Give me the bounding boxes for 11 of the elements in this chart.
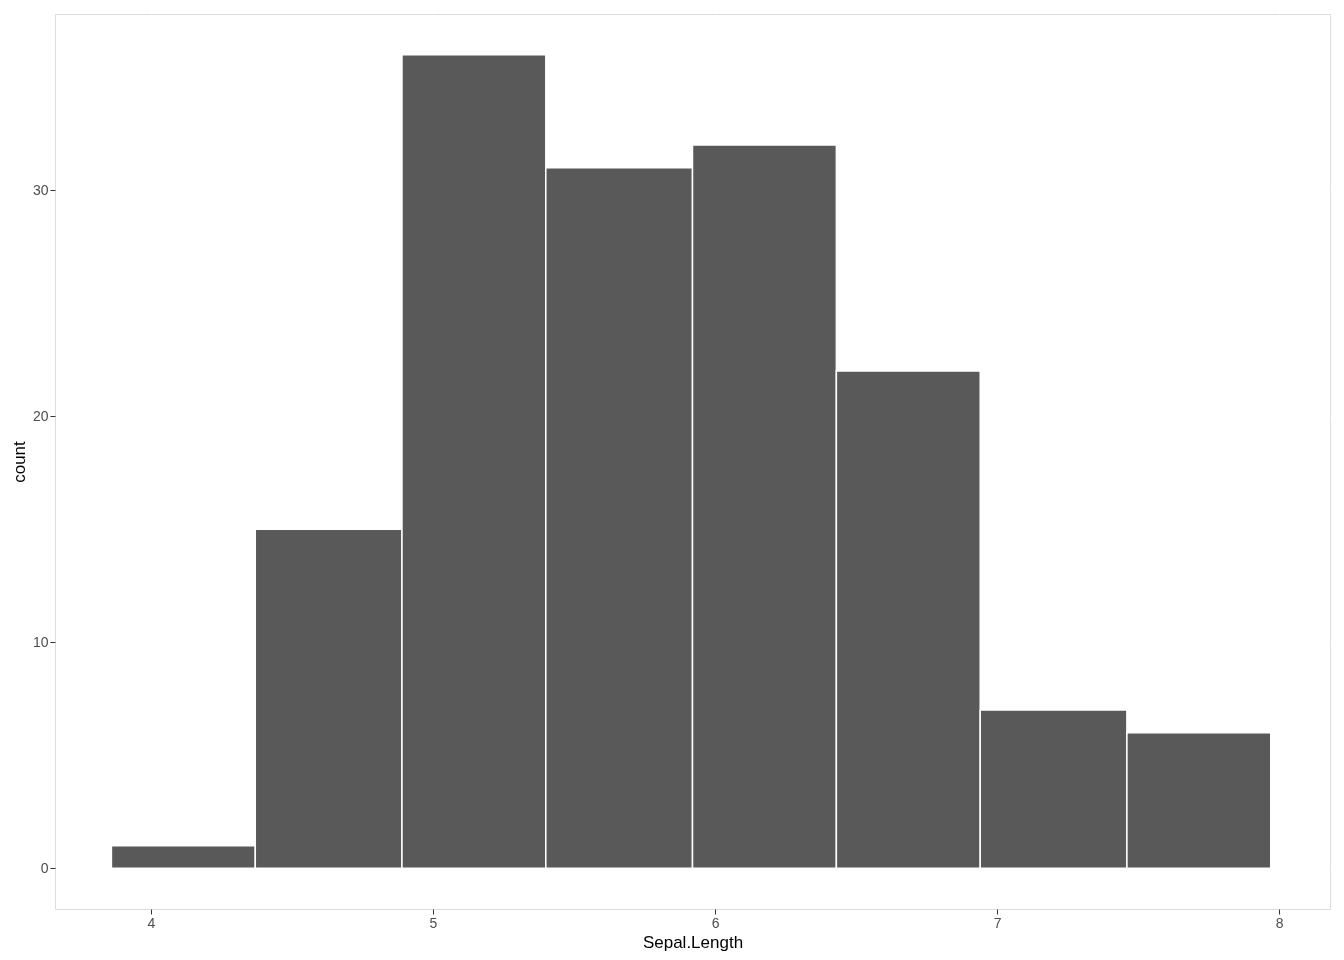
y-tick-label: 20 [32, 407, 49, 424]
y-axis-title: count [9, 440, 29, 483]
x-tick-label: 8 [1275, 914, 1284, 931]
x-tick-label: 7 [993, 914, 1002, 931]
x-tick-label: 6 [711, 914, 720, 931]
y-tick-label: 10 [32, 633, 49, 650]
y-tick-label: 30 [32, 181, 49, 198]
x-tick-label: 5 [429, 914, 438, 931]
x-axis-title: Sepal.Length [642, 932, 744, 952]
x-tick-label: 4 [147, 914, 156, 931]
y-tick-label: 0 [40, 859, 49, 876]
